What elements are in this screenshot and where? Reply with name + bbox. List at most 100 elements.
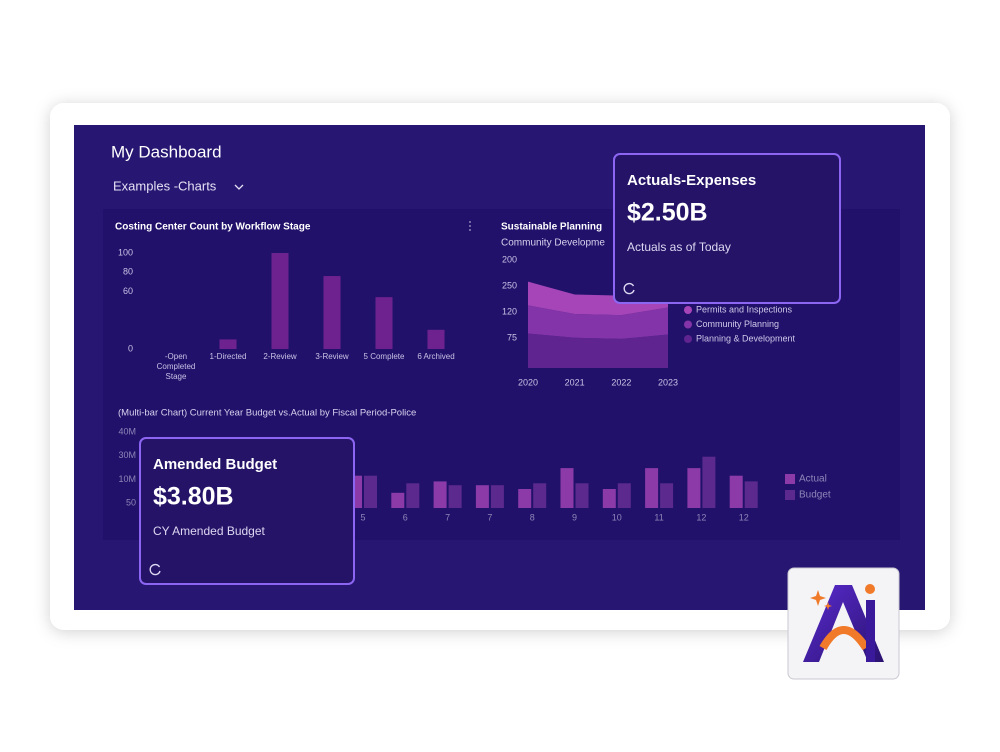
bar (617, 483, 631, 508)
bar (729, 475, 743, 508)
sparkle (824, 602, 832, 610)
x-tick-label: -Open Completed Stage (156, 352, 196, 381)
logo-dot (865, 584, 875, 594)
bar (433, 481, 447, 508)
logo-arc (819, 626, 870, 651)
area (528, 333, 668, 368)
bar (219, 339, 237, 349)
bar (375, 297, 393, 349)
card-subtitle: Actuals as of Today (627, 240, 731, 254)
x-tick-label: 2020 (518, 377, 538, 387)
area (528, 305, 668, 339)
x-tick-label-text: 3-Review (315, 352, 349, 361)
kpi-card (613, 153, 841, 304)
bar (391, 492, 405, 508)
legend-label: Community Planning (696, 319, 779, 329)
bar (475, 485, 489, 508)
card-subtitle: CY Amended Budget (153, 524, 266, 538)
y-tick-label: 60 (123, 286, 133, 296)
kpi-card (139, 437, 355, 585)
bar (427, 329, 445, 349)
bar (660, 483, 674, 508)
legend-label: Budget (799, 490, 831, 501)
chart-title: Costing Center Count by Workflow Stage (115, 222, 311, 233)
card-title: Actuals-Expenses (627, 172, 756, 189)
bar (744, 481, 758, 508)
y-tick-label: 75 (507, 332, 517, 342)
x-tick-label: 8 (530, 512, 535, 522)
card-title: Amended Budget (153, 456, 277, 473)
sparkle (810, 590, 826, 606)
bar (602, 489, 616, 508)
x-tick-label: 10 (612, 512, 622, 522)
chart-subtitle: Community Developme (501, 238, 605, 249)
x-tick-label: 5 (360, 512, 365, 522)
bar (490, 485, 504, 508)
chart-title: (Multi-bar Chart) Current Year Budget vs… (118, 408, 416, 419)
y-tick-label: 40M (118, 426, 136, 436)
dropdown-caret[interactable] (234, 184, 244, 190)
bar (518, 489, 532, 508)
y-tick-label: 10M (118, 474, 136, 484)
bar (406, 483, 420, 508)
legend-swatch (684, 306, 692, 314)
x-tick-label: 2-Review (263, 352, 297, 361)
bar (575, 483, 589, 508)
legend-swatch (785, 474, 795, 484)
legend-swatch (684, 320, 692, 329)
y-tick-label: 120 (502, 306, 517, 316)
x-tick-label-text: 5 Complete (363, 352, 405, 361)
y-tick-label: 250 (502, 280, 517, 290)
y-tick-label: 50 (126, 497, 136, 507)
x-tick-label: 7 (445, 512, 450, 522)
logo-i (866, 600, 875, 662)
x-tick-label: 2023 (658, 377, 678, 387)
area (528, 281, 668, 316)
x-tick-label: 11 (654, 512, 663, 522)
x-tick-label: 6 (403, 512, 408, 522)
refresh-icon (623, 282, 635, 295)
y-tick-label: 80 (123, 267, 133, 277)
y-tick-label: 0 (128, 343, 133, 353)
bar (448, 485, 462, 508)
bar (702, 456, 716, 508)
y-tick-label: 200 (502, 254, 517, 264)
bar (645, 468, 659, 508)
bar (687, 468, 701, 508)
chart-title: Sustainable Planning (501, 222, 602, 233)
legend-swatch (785, 490, 795, 500)
y-tick-label: 100 (118, 247, 133, 257)
page-title: My Dashboard (111, 142, 222, 161)
refresh-icon (149, 563, 161, 576)
logo-tile (787, 567, 900, 680)
x-tick-label: 5 Complete (363, 352, 405, 361)
x-tick-label-text: 1-Directed (209, 352, 247, 361)
x-tick-label: 7 (487, 512, 492, 522)
card-value: $3.80B (153, 483, 234, 511)
bar (364, 475, 377, 508)
legend-label: Actual (799, 474, 827, 485)
ai-logo[interactable] (787, 567, 900, 680)
menu-dots[interactable] (469, 221, 471, 231)
bar (271, 253, 289, 349)
x-tick-label-text: -Open Completed Stage (156, 352, 196, 381)
card-value: $2.50B (627, 199, 708, 227)
x-tick-label: 6 Archived (417, 352, 455, 361)
x-tick-label-text: 6 Archived (417, 352, 455, 361)
x-tick-label-text: 2-Review (263, 352, 297, 361)
legend-label: Planning & Development (696, 333, 796, 343)
legend-swatch (684, 335, 692, 343)
x-tick-label: 12 (696, 512, 706, 522)
y-tick-label: 30M (118, 450, 136, 460)
x-tick-label: 12 (739, 512, 749, 522)
bar (323, 276, 341, 349)
dropdown[interactable]: Examples -Charts (113, 178, 217, 193)
x-tick-label: 2021 (565, 377, 585, 387)
x-tick-label: 3-Review (315, 352, 349, 361)
x-tick-label: 1-Directed (209, 352, 247, 361)
x-tick-label: 9 (572, 512, 577, 522)
bar (533, 483, 547, 508)
bar (560, 468, 574, 508)
legend-label: Permits and Inspections (696, 304, 793, 314)
